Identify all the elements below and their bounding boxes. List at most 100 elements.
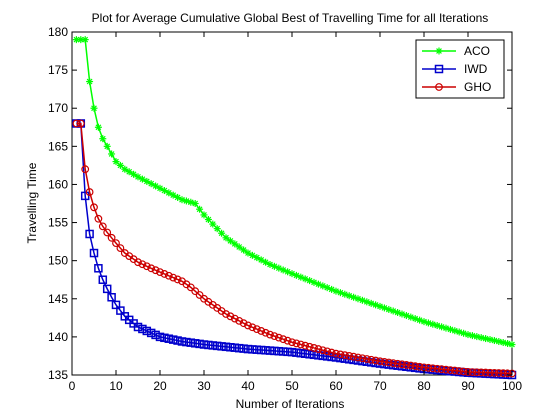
data-point (235, 316, 244, 325)
data-point (428, 364, 437, 373)
data-point (195, 291, 204, 299)
data-point (94, 264, 103, 273)
data-point (266, 330, 274, 339)
data-point (142, 262, 151, 271)
data-point (81, 165, 90, 174)
x-tick-label: 40 (241, 379, 255, 393)
y-tick-label: 160 (48, 177, 68, 191)
data-point (477, 334, 485, 342)
chart-title: Plot for Average Cumulative Global Best … (92, 11, 489, 25)
data-point (305, 350, 314, 359)
data-point (221, 342, 231, 352)
data-point (182, 337, 191, 347)
data-point (301, 341, 310, 350)
x-tick-label: 70 (373, 379, 387, 393)
data-point (486, 368, 494, 377)
data-point (477, 368, 486, 377)
data-point (437, 365, 446, 374)
data-point (204, 216, 212, 224)
data-point (90, 104, 98, 112)
data-point (504, 340, 512, 348)
data-point (107, 233, 116, 242)
data-point (85, 229, 94, 239)
data-point (147, 264, 156, 273)
x-tick-label: 100 (502, 379, 522, 393)
data-point (165, 189, 173, 197)
data-point (169, 273, 178, 282)
data-point (147, 180, 155, 188)
legend-item-aco: ACO (422, 44, 490, 58)
y-tick-label: 145 (48, 292, 68, 306)
data-point (336, 350, 345, 359)
data-point (322, 352, 332, 361)
data-point (371, 356, 380, 365)
y-tick-label: 135 (48, 368, 68, 382)
x-tick-label: 0 (69, 379, 76, 393)
data-point (464, 368, 472, 376)
data-point (190, 339, 200, 348)
data-point (226, 343, 235, 352)
data-point (226, 312, 235, 321)
data-point (177, 337, 187, 346)
data-point (274, 346, 284, 356)
data-point (138, 324, 147, 334)
data-point (80, 191, 90, 201)
data-point (384, 358, 393, 367)
data-point (398, 360, 406, 369)
data-point (424, 363, 433, 372)
data-point (89, 248, 99, 258)
data-point (218, 229, 226, 237)
axes-layer: 0 10 20 30 40 50 60 70 80 90 100 135 140 145 150 155 160… (48, 25, 522, 393)
x-tick-label: 30 (197, 379, 211, 393)
legend: ACO IWD GHO (415, 39, 505, 99)
data-point (213, 225, 221, 233)
data-point (279, 335, 288, 344)
data-point (121, 165, 129, 173)
data-point (76, 119, 85, 128)
data-point (217, 342, 226, 351)
data-point (296, 348, 306, 358)
data-point (349, 352, 358, 361)
data-point (459, 367, 468, 376)
data-point (173, 275, 182, 284)
data-point (433, 364, 442, 373)
y-tick-label: 170 (48, 101, 68, 115)
y-tick-label: 150 (48, 254, 68, 268)
data-point (155, 332, 165, 342)
data-point (406, 363, 416, 372)
data-point (111, 300, 121, 310)
data-point (186, 283, 195, 292)
data-point (133, 322, 143, 332)
data-point (116, 161, 124, 169)
data-point (116, 244, 125, 252)
data-point (257, 327, 266, 335)
data-point (160, 270, 169, 278)
data-point (169, 191, 177, 199)
data-point (332, 349, 340, 358)
data-point (195, 339, 204, 349)
data-point (138, 260, 147, 269)
data-point (300, 349, 310, 358)
data-point (256, 345, 266, 355)
data-point (464, 331, 472, 339)
data-point (292, 339, 301, 348)
data-point (278, 347, 288, 356)
data-point (345, 352, 354, 360)
data-point (393, 361, 402, 370)
data-point (164, 271, 173, 280)
data-point (191, 200, 199, 207)
data-point (283, 347, 292, 357)
data-point (508, 341, 516, 349)
series-line (76, 122, 513, 375)
data-point (235, 243, 243, 251)
data-point (160, 333, 169, 343)
data-point (244, 321, 252, 330)
legend-label: GHO (464, 80, 491, 94)
data-point (358, 354, 367, 363)
data-point (134, 258, 142, 267)
data-point (380, 357, 389, 366)
data-point (468, 368, 477, 377)
data-point (402, 361, 411, 369)
data-point (283, 336, 292, 345)
data-point (94, 123, 102, 131)
